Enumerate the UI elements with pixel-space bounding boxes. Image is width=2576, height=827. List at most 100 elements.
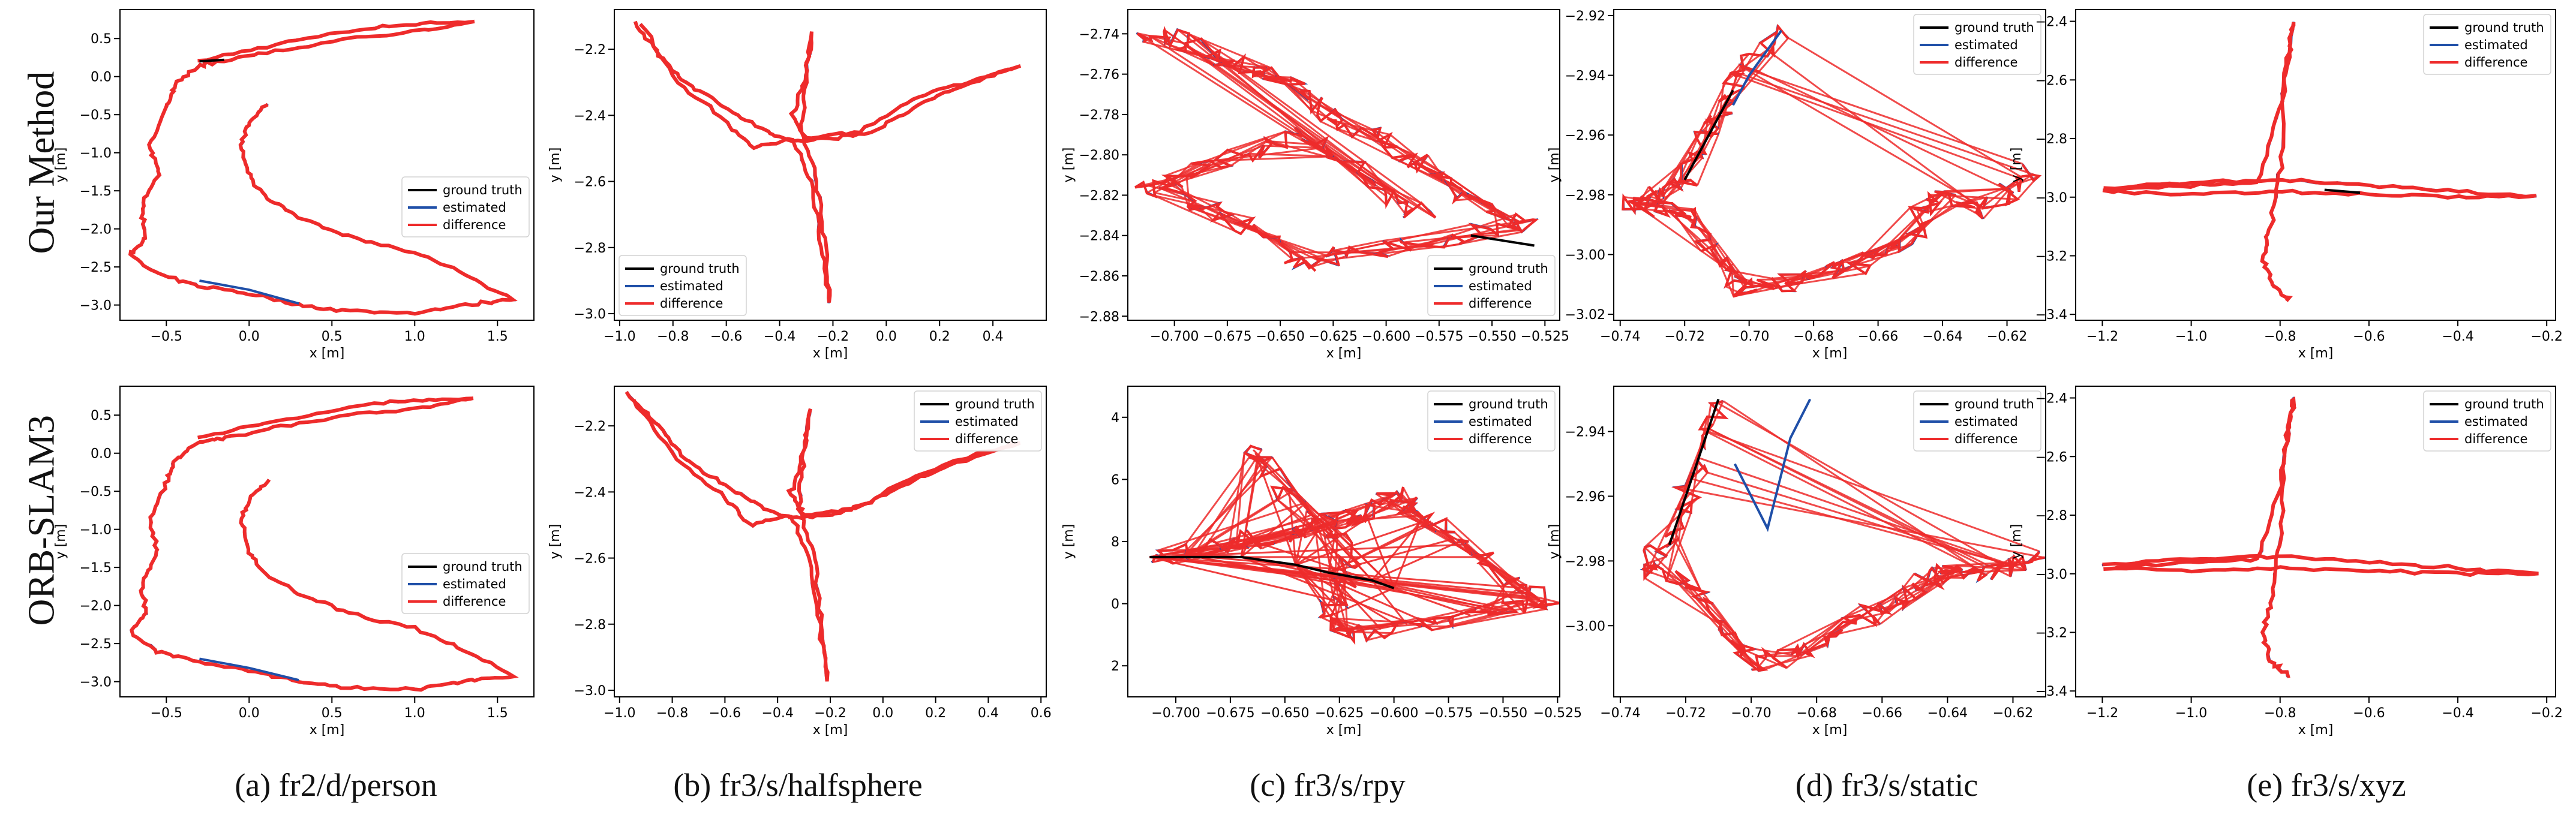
plot-area (1149, 446, 1560, 642)
y-tick-label: −3.0 (2035, 567, 2067, 582)
legend-label: difference (955, 432, 1018, 446)
x-axis-label: x [m] (813, 346, 848, 361)
y-tick-label: 6 (1111, 473, 1119, 488)
caption-c: (c) fr3/s/rpy (1250, 766, 1405, 804)
legend-label: difference (1469, 432, 1532, 446)
y-tick-label: −2.96 (1565, 489, 1605, 504)
x-tick-label: −1.0 (2175, 329, 2207, 344)
y-tick-label: 0.0 (91, 447, 112, 462)
plot-area (1135, 29, 1536, 271)
x-tick-label: −1.0 (604, 706, 635, 721)
y-tick-label: −2.78 (1079, 108, 1119, 123)
y-tick-label: −2.5 (80, 637, 112, 652)
x-tick-label: 1.0 (404, 706, 425, 721)
difference-segment (1188, 34, 1421, 203)
x-tick-label: −0.550 (1467, 329, 1516, 344)
estimated-segment (200, 659, 299, 681)
x-tick-label: −0.64 (1928, 706, 1968, 721)
y-tick-label: −2.96 (1565, 128, 1605, 143)
y-axis-label: y [m] (2009, 524, 2024, 560)
difference-segment (1185, 43, 1436, 218)
x-tick-label: −0.550 (1479, 706, 1527, 721)
y-tick-label: −1.5 (80, 184, 112, 199)
legend-label: ground truth (955, 397, 1035, 411)
ground-truth-line (200, 60, 224, 62)
x-tick-label: −0.6 (709, 706, 741, 721)
x-tick-label: −0.4 (2442, 329, 2473, 344)
y-tick-label: −3.0 (2035, 191, 2067, 206)
legend-label: ground truth (1469, 261, 1548, 276)
y-tick-label: −3.00 (1565, 619, 1605, 634)
x-tick-label: −0.600 (1370, 706, 1418, 721)
y-tick-label: −1.0 (80, 146, 112, 161)
x-tick-label: −0.70 (1729, 329, 1769, 344)
x-tick-label: −0.625 (1315, 706, 1364, 721)
x-axis-label: x [m] (1326, 346, 1362, 361)
y-tick-label: −3.00 (1565, 248, 1605, 263)
x-axis-label: x [m] (310, 723, 345, 738)
y-tick-label: −3.4 (2035, 684, 2067, 699)
y-tick-label: −3.02 (1565, 308, 1605, 323)
legend-label: ground truth (2464, 20, 2544, 35)
x-tick-label: −0.72 (1664, 329, 1704, 344)
x-tick-label: 1.5 (487, 706, 508, 721)
difference-segment (1742, 74, 2039, 177)
difference-segment (1773, 55, 1977, 206)
ground-truth-line (1685, 91, 1733, 180)
x-tick-label: −0.700 (1150, 329, 1199, 344)
x-tick-label: −0.650 (1256, 329, 1304, 344)
x-tick-label: −0.8 (2264, 329, 2296, 344)
y-tick-label: −0.5 (80, 485, 112, 500)
difference-segment (1981, 570, 2026, 572)
x-tick-label: −0.2 (814, 706, 846, 721)
legend-label: ground truth (1954, 20, 2034, 35)
caption-a: (a) fr2/d/person (235, 766, 437, 804)
legend-label: difference (2464, 432, 2527, 446)
legend-label: estimated (1954, 414, 2018, 429)
x-tick-label: 1.5 (487, 329, 508, 344)
difference-segment (1164, 30, 1408, 202)
chart-panel: −0.700−0.675−0.650−0.625−0.600−0.575−0.5… (1061, 10, 1569, 361)
x-tick-label: −0.72 (1665, 706, 1706, 721)
difference-line (132, 398, 514, 690)
x-tick-label: −0.74 (1600, 329, 1640, 344)
legend-label: ground truth (1469, 397, 1548, 411)
legend-label: estimated (2464, 414, 2528, 429)
y-tick-label: 0 (1111, 597, 1119, 612)
x-tick-label: −0.2 (817, 329, 849, 344)
y-tick-label: −2.8 (574, 618, 606, 633)
y-tick-label: −3.4 (2035, 308, 2067, 323)
y-tick-label: −2.86 (1079, 269, 1119, 284)
y-tick-label: −2.6 (574, 552, 606, 567)
y-tick-label: −2.92 (1565, 9, 1605, 24)
y-tick-label: −3.0 (80, 299, 112, 314)
x-tick-label: −1.2 (2086, 706, 2118, 721)
difference-segment (1241, 557, 1496, 612)
legend-label: estimated (1469, 279, 1532, 293)
x-tick-label: −0.2 (2530, 706, 2562, 721)
difference-segment (1253, 76, 1292, 77)
x-tick-label: −0.8 (657, 329, 689, 344)
axes-frame (120, 386, 534, 697)
y-tick-label: −2.4 (574, 485, 606, 500)
y-tick-label: −2.0 (80, 222, 112, 237)
caption-d: (d) fr3/s/static (1796, 766, 1978, 804)
x-tick-label: 0.4 (978, 706, 999, 721)
y-axis-label: y [m] (1547, 524, 1562, 560)
y-tick-label: −2.6 (2035, 73, 2067, 88)
y-tick-label: −2.8 (2035, 509, 2067, 524)
y-tick-label: −2.2 (574, 43, 606, 58)
y-tick-label: −2.6 (574, 175, 606, 190)
x-tick-label: −0.8 (2264, 706, 2296, 721)
x-tick-label: 0.0 (239, 329, 260, 344)
y-tick-label: −3.2 (2035, 625, 2067, 640)
y-tick-label: −2.4 (2035, 15, 2067, 30)
legend-label: difference (1469, 296, 1532, 311)
y-tick-label: −2.8 (574, 241, 606, 256)
